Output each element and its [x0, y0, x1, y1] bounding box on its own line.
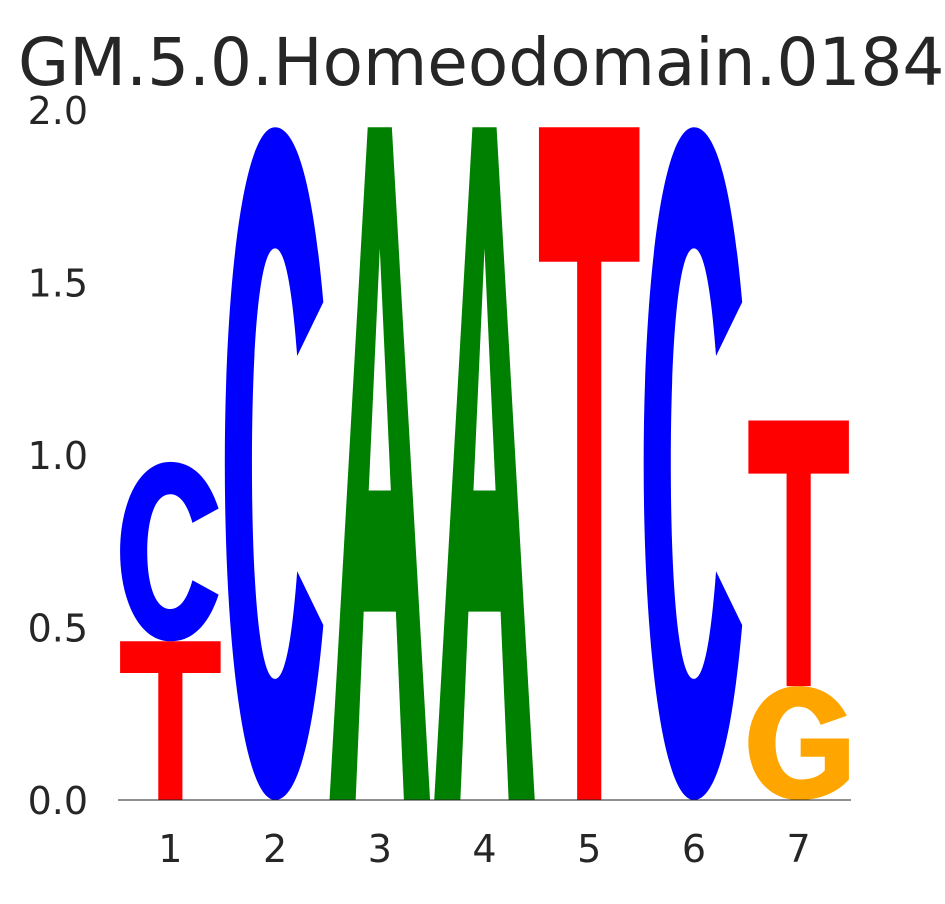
- letter-stacks: [120, 127, 849, 800]
- letter-T-mark: [538, 127, 640, 800]
- x-tick-label: 6: [682, 827, 706, 871]
- y-tick-label: 1.5: [28, 262, 88, 306]
- letter-C-mark: [643, 127, 743, 800]
- y-tick-label: 2.0: [28, 89, 88, 133]
- x-axis: 1 2 3 4 5 6 7: [158, 827, 810, 871]
- letter-T-mark: [120, 641, 221, 800]
- stack-position-6: [643, 127, 743, 800]
- y-tick-label: 1.0: [28, 434, 88, 478]
- x-tick-label: 3: [368, 827, 392, 871]
- stack-position-7: [748, 420, 849, 800]
- stack-position-1: [120, 461, 221, 800]
- y-tick-label: 0.5: [28, 607, 88, 651]
- letter-C-mark: [224, 127, 324, 800]
- x-tick-label: 4: [472, 827, 496, 871]
- x-tick-label: 5: [577, 827, 601, 871]
- x-tick-label: 7: [787, 827, 811, 871]
- letter-A-mark: [434, 127, 535, 800]
- letter-T-mark: [748, 420, 849, 687]
- x-tick-label: 1: [158, 827, 182, 871]
- stack-position-3: [329, 127, 431, 800]
- y-axis: 0.0 0.5 1.0 1.5 2.0: [28, 89, 88, 823]
- letter-C-mark: [120, 461, 219, 642]
- chart-title: GM.5.0.Homeodomain.0184: [18, 24, 944, 101]
- stack-position-5: [538, 127, 640, 800]
- letter-G-mark: [748, 686, 849, 800]
- y-tick-label: 0.0: [28, 779, 88, 823]
- stack-position-4: [434, 127, 535, 800]
- stack-position-2: [224, 127, 324, 800]
- x-tick-label: 2: [263, 827, 287, 871]
- letter-A-mark: [329, 127, 431, 800]
